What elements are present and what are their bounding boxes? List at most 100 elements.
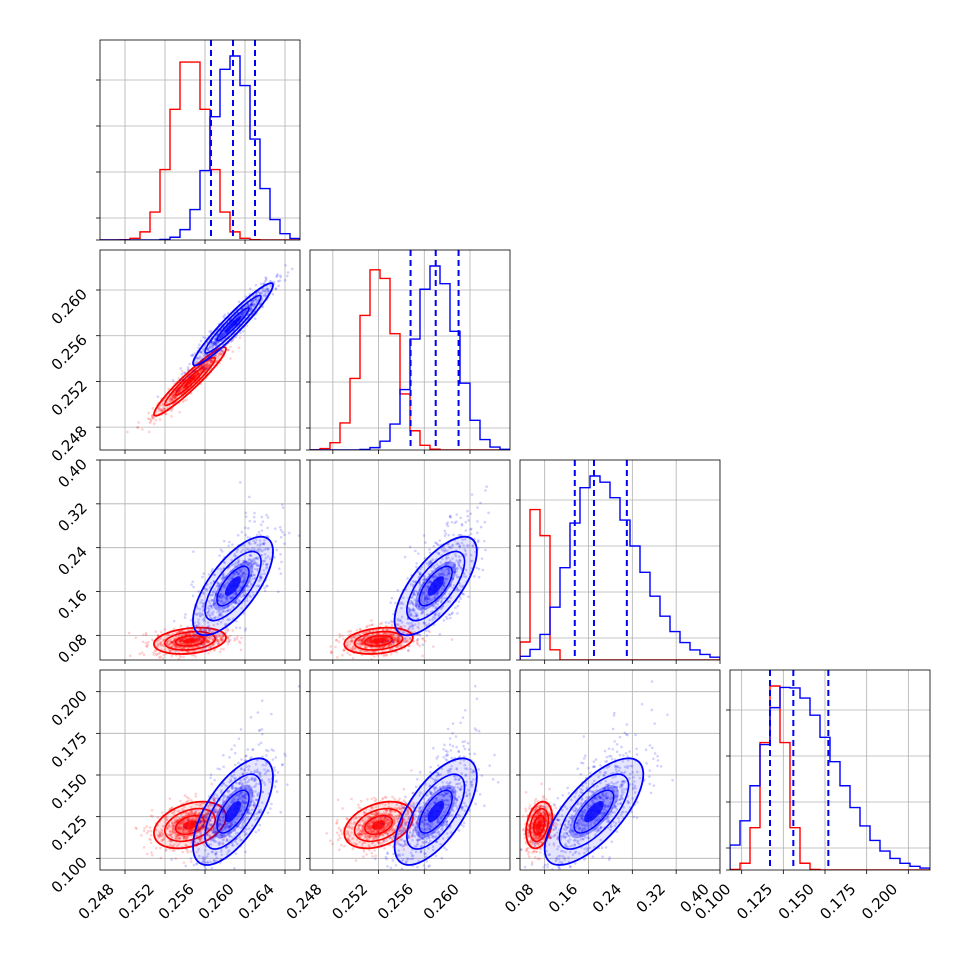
scatter-point: [220, 334, 223, 337]
scatter-point: [191, 354, 195, 357]
panel-1-0: [96, 249, 301, 454]
scatter-point: [180, 634, 183, 638]
scatter-point: [283, 533, 286, 537]
scatter-point: [186, 625, 190, 629]
scatter-point: [208, 360, 212, 364]
scatter-point: [181, 400, 185, 404]
scatter-point: [172, 643, 176, 646]
scatter-point: [205, 365, 209, 369]
scatter-point: [240, 636, 243, 640]
scatter-point: [191, 654, 194, 657]
scatter-point: [180, 639, 183, 643]
scatter-point: [197, 637, 200, 641]
scatter-point: [206, 639, 210, 643]
scatter-point: [466, 514, 469, 518]
scatter-point: [258, 539, 262, 542]
scatter-point: [168, 650, 172, 653]
scatter-point: [203, 637, 207, 641]
scatter-point: [261, 520, 265, 523]
scatter-point: [202, 347, 205, 351]
scatter-point: [226, 348, 230, 352]
scatter-point: [389, 601, 392, 604]
scatter-point: [197, 590, 200, 593]
scatter-point: [188, 650, 191, 654]
scatter-point: [222, 593, 225, 597]
scatter-point: [221, 633, 225, 636]
scatter-point: [381, 640, 385, 644]
scatter-point: [403, 637, 406, 640]
scatter-point: [220, 550, 224, 553]
scatter-point: [261, 289, 265, 293]
scatter-point: [218, 584, 221, 588]
scatter-point: [203, 643, 206, 647]
scatter-point: [204, 649, 208, 653]
scatter-point: [246, 304, 249, 307]
scatter-point: [206, 364, 210, 368]
scatter-point: [255, 533, 259, 537]
scatter-point: [178, 639, 182, 643]
scatter-point: [213, 573, 216, 577]
scatter-point: [255, 562, 258, 566]
scatter-point: [199, 339, 203, 343]
scatter-point: [247, 495, 251, 499]
scatter-point: [205, 367, 208, 370]
scatter-point: [232, 601, 236, 604]
scatter-point: [239, 648, 243, 652]
scatter-point: [246, 303, 250, 306]
scatter-point: [231, 574, 235, 577]
scatter-point: [457, 600, 461, 603]
scatter-point: [198, 355, 202, 358]
scatter-point: [199, 639, 202, 643]
scatter-point: [266, 289, 269, 293]
scatter-point: [138, 652, 142, 656]
scatter-point: [174, 635, 178, 638]
scatter-point: [279, 572, 283, 575]
scatter-point: [168, 649, 172, 653]
scatter-point: [169, 641, 173, 644]
scatter-point: [156, 639, 159, 643]
scatter-point: [179, 638, 182, 642]
scatter-point: [192, 649, 196, 653]
scatter-point: [199, 351, 202, 354]
scatter-point: [281, 530, 284, 534]
scatter-point: [207, 609, 211, 613]
scatter-point: [187, 369, 190, 373]
contour-red: [174, 634, 206, 647]
scatter-point: [154, 419, 158, 422]
scatter-point: [160, 409, 163, 412]
scatter-point: [457, 533, 461, 537]
scatter-point: [179, 641, 183, 644]
scatter-point: [181, 850, 184, 854]
scatter-point: [424, 541, 427, 544]
scatter-point: [208, 346, 212, 349]
scatter-point: [172, 392, 175, 396]
scatter-point: [197, 618, 200, 621]
scatter-point: [217, 354, 221, 357]
scatter-point: [220, 334, 224, 338]
scatter-point: [178, 640, 182, 644]
scatter-point: [144, 641, 148, 645]
scatter-point: [483, 520, 487, 524]
scatter-point: [217, 356, 220, 359]
scatter-point: [195, 360, 199, 363]
scatter-point: [171, 394, 175, 398]
scatter-point: [179, 799, 182, 803]
scatter-point: [213, 341, 217, 345]
scatter-point: [255, 292, 259, 296]
scatter-point: [204, 367, 208, 371]
scatter-point: [145, 825, 149, 828]
scatter-point: [197, 366, 201, 370]
scatter-point: [258, 547, 262, 551]
scatter-point: [184, 613, 187, 616]
scatter-point: [222, 575, 225, 579]
scatter-point: [191, 646, 194, 650]
scatter-point: [339, 660, 342, 663]
scatter-point: [179, 655, 183, 659]
scatter-point: [167, 387, 171, 391]
scatter-point: [254, 297, 257, 301]
scatter-point: [198, 637, 202, 640]
scatter-point: [192, 585, 195, 589]
scatter-point: [178, 410, 181, 414]
scatter-point: [148, 837, 151, 841]
scatter-point: [223, 561, 227, 565]
